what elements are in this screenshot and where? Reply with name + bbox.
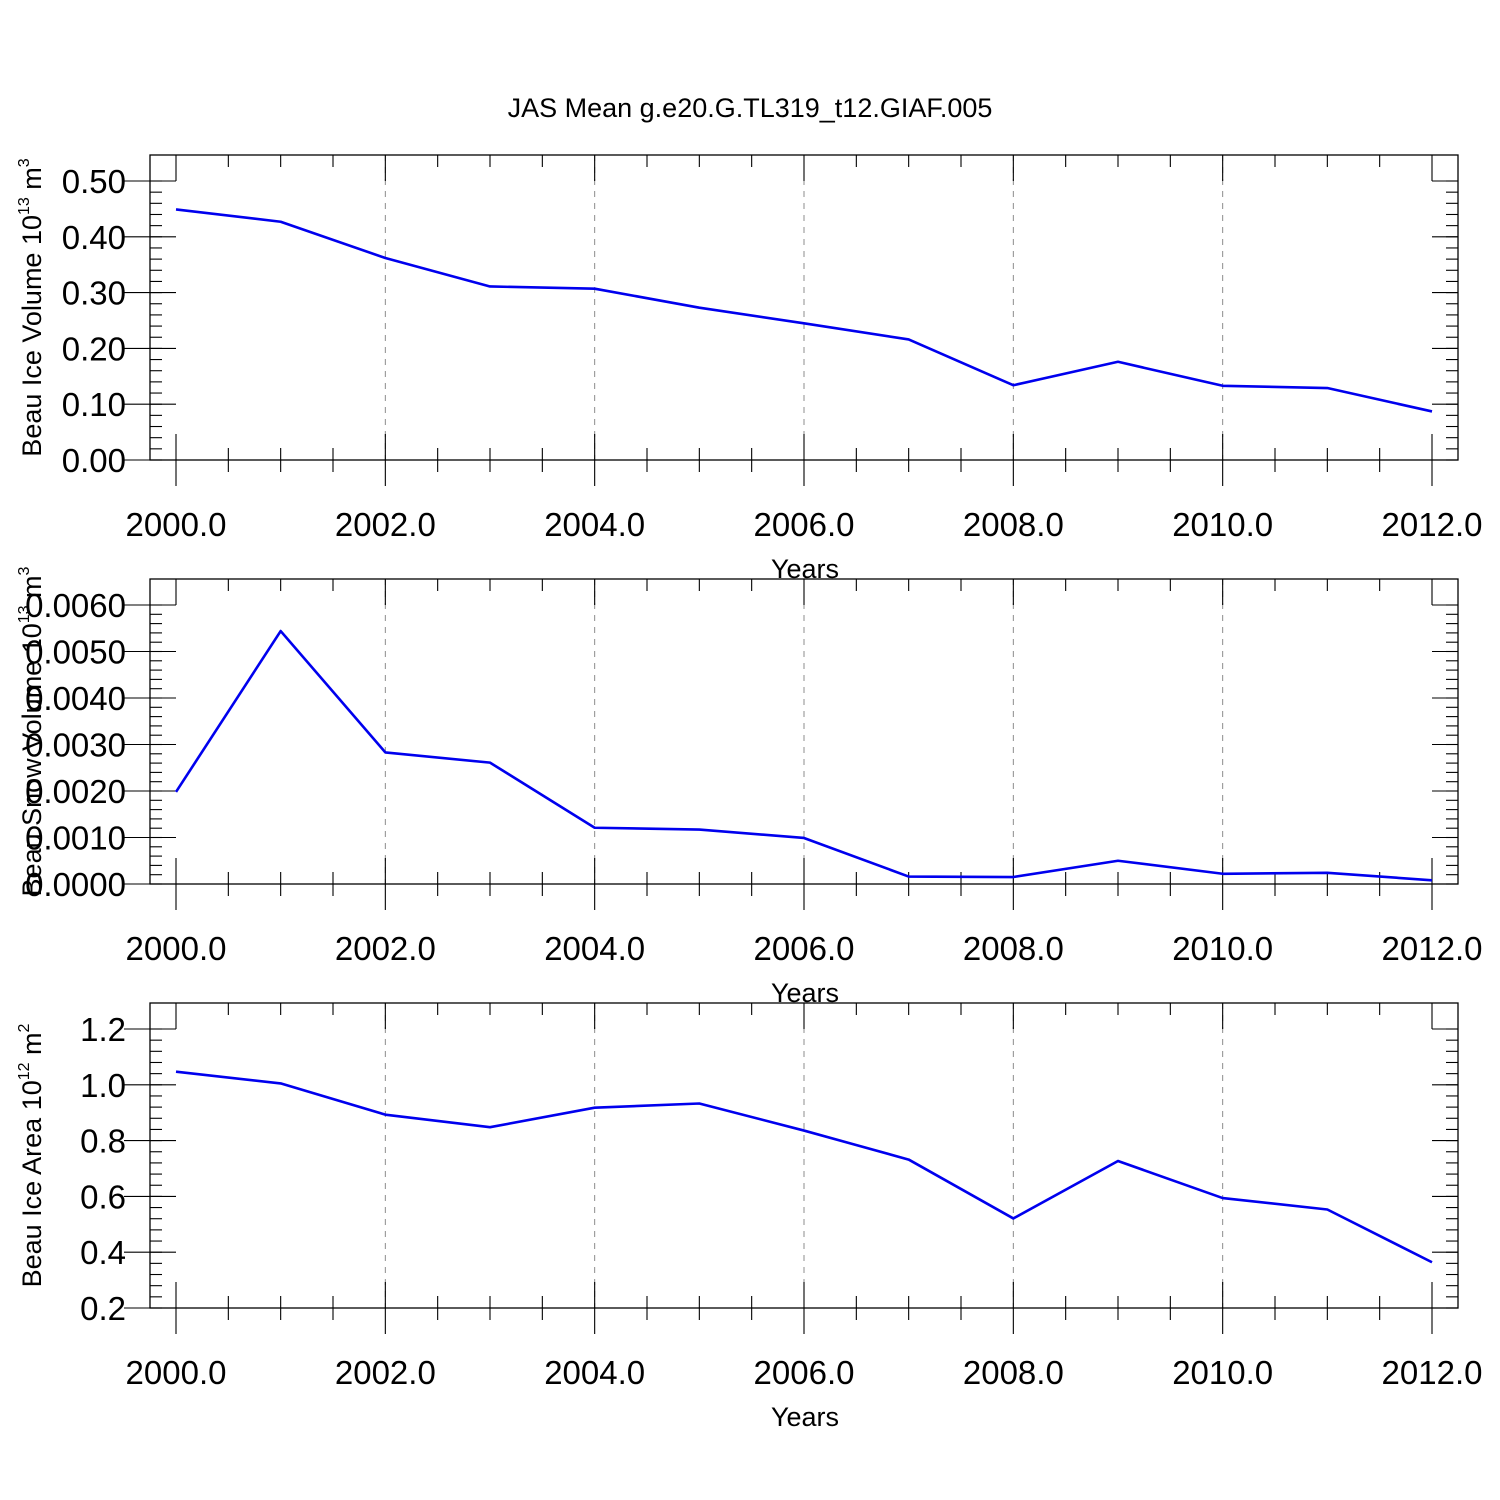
y-tick-label: 0.0050	[25, 634, 126, 671]
x-tick-label: 2002.0	[335, 506, 436, 543]
x-tick-label: 2006.0	[754, 930, 855, 967]
y-tick-label: 1.2	[80, 1011, 126, 1048]
y-tick-label: 0.40	[62, 219, 126, 256]
y-axis-title: Beau Ice Volume 1013 m3	[16, 158, 47, 456]
x-tick-label: 2008.0	[963, 506, 1064, 543]
y-tick-label: 1.0	[80, 1067, 126, 1104]
panels: 0.00 0.10 0.20 0.30 0.40 0.50 2000.0 2002.0 2004…	[16, 154, 1483, 1432]
y-tick-label: 0.0010	[25, 820, 126, 857]
y-tick-label: 0.4	[80, 1234, 126, 1271]
x-tick-label: 2000.0	[126, 1354, 227, 1391]
y-tick-label: 0.0020	[25, 773, 126, 810]
y-tick-label: 0.0040	[25, 680, 126, 717]
x-tick-label: 2004.0	[544, 506, 645, 543]
x-tick-label: 2004.0	[544, 930, 645, 967]
y-tick-label: 0.10	[62, 386, 126, 423]
y-tick-label: 0.0060	[25, 587, 126, 624]
panel-3: 0.2 0.4 0.6 0.8 1.0 1.2 2000.0 2002.0 2004.0 2006…	[16, 1002, 1483, 1432]
x-tick-label: 2012.0	[1382, 506, 1483, 543]
x-tick-label: 2006.0	[754, 1354, 855, 1391]
x-tick-label: 2010.0	[1172, 930, 1273, 967]
x-tick-label: 2000.0	[126, 930, 227, 967]
x-tick-label: 2002.0	[335, 1354, 436, 1391]
series-line	[175, 1070, 1433, 1264]
panel-2: 0.0000 0.0010 0.0020 0.0030 0.0040 0.0050 0.00…	[16, 566, 1482, 1008]
y-tick-label: 0.50	[62, 163, 126, 200]
x-tick-label: 2008.0	[963, 1354, 1064, 1391]
y-tick-label: 0.2	[80, 1290, 126, 1327]
y-tick-label: 0.6	[80, 1178, 126, 1215]
panel-1: 0.00 0.10 0.20 0.30 0.40 0.50 2000.0 2002.0 2004…	[16, 154, 1483, 584]
plot-frame	[149, 154, 1459, 461]
y-tick-label: 0.0030	[25, 727, 126, 764]
chart-title: JAS Mean g.e20.G.TL319_t12.GIAF.005	[508, 93, 993, 123]
y-tick-label: 0.8	[80, 1123, 126, 1160]
x-tick-label: 2012.0	[1382, 930, 1483, 967]
x-tick-label: 2004.0	[544, 1354, 645, 1391]
x-tick-label: 2006.0	[754, 506, 855, 543]
y-tick-label: 0.20	[62, 330, 126, 367]
y-tick-label: 0.30	[62, 275, 126, 312]
x-tick-label: 2010.0	[1172, 1354, 1273, 1391]
series-line	[175, 208, 1433, 413]
y-tick-label: 0.00	[62, 442, 126, 479]
x-tick-label: 2010.0	[1172, 506, 1273, 543]
y-axis-title: Beau Snow Volume 1013 m3	[16, 566, 47, 896]
series-line	[174, 629, 1433, 882]
x-tick-label: 2008.0	[963, 930, 1064, 967]
x-tick-label: 2012.0	[1382, 1354, 1483, 1391]
x-axis-title: Years	[771, 1402, 839, 1432]
x-tick-label: 2002.0	[335, 930, 436, 967]
plot-frame	[149, 1002, 1459, 1309]
y-axis-title: Beau Ice Area 1012 m2	[16, 1023, 47, 1287]
y-tick-label: 0.0000	[25, 866, 126, 903]
x-tick-label: 2000.0	[126, 506, 227, 543]
